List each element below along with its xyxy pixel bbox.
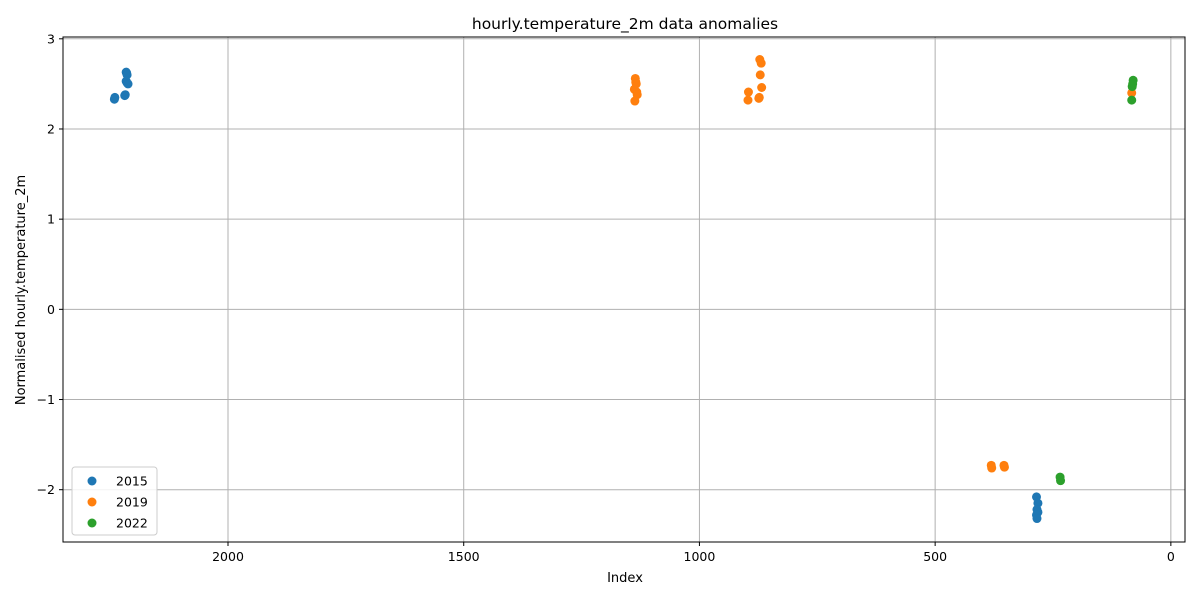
x-tick-label: 2000 — [212, 549, 244, 564]
x-tick-label: 0 — [1167, 549, 1175, 564]
data-point — [1127, 95, 1137, 105]
data-point — [1056, 476, 1066, 486]
chart-title: hourly.temperature_2m data anomalies — [472, 15, 778, 34]
series-2015 — [109, 67, 1043, 524]
y-tick-label: 2 — [47, 121, 55, 136]
legend-label: 2019 — [116, 495, 148, 510]
y-tick-label: −2 — [37, 482, 55, 497]
legend-marker — [87, 518, 97, 528]
data-point — [743, 87, 753, 97]
data-points — [109, 55, 1138, 524]
data-point — [630, 96, 640, 106]
y-axis-ticks: −2 −1 0 1 2 3 — [37, 31, 63, 497]
legend-label: 2015 — [116, 474, 148, 489]
legend-marker — [87, 476, 97, 486]
data-point — [756, 58, 766, 68]
series-2022 — [1055, 75, 1138, 486]
data-point — [1127, 82, 1137, 92]
data-point — [755, 70, 765, 80]
data-point — [110, 92, 120, 102]
y-axis-label: Normalised hourly.temperature_2m — [14, 175, 29, 405]
legend-label: 2022 — [116, 516, 148, 531]
data-point — [120, 91, 130, 101]
data-point — [987, 463, 997, 473]
x-tick-label: 1000 — [684, 549, 716, 564]
plot-frame — [62, 36, 1186, 543]
data-point — [743, 95, 753, 105]
data-point — [757, 83, 767, 92]
data-point — [754, 93, 764, 103]
data-point — [123, 79, 133, 89]
legend-marker — [87, 497, 97, 507]
data-point — [999, 462, 1009, 472]
x-axis-label: Index — [607, 571, 643, 586]
y-tick-label: 3 — [47, 31, 55, 46]
y-tick-label: 0 — [47, 302, 55, 317]
legend: 2015 2019 2022 — [71, 466, 158, 536]
grid-lines — [63, 37, 1185, 542]
y-tick-label: 1 — [47, 212, 55, 227]
data-point — [1032, 514, 1042, 524]
x-tick-label: 1500 — [448, 549, 480, 564]
data-point — [122, 70, 132, 80]
x-axis-ticks: 2000 1500 1000 500 0 — [212, 542, 1175, 564]
x-tick-label: 500 — [923, 549, 947, 564]
y-tick-label: −1 — [37, 392, 55, 407]
